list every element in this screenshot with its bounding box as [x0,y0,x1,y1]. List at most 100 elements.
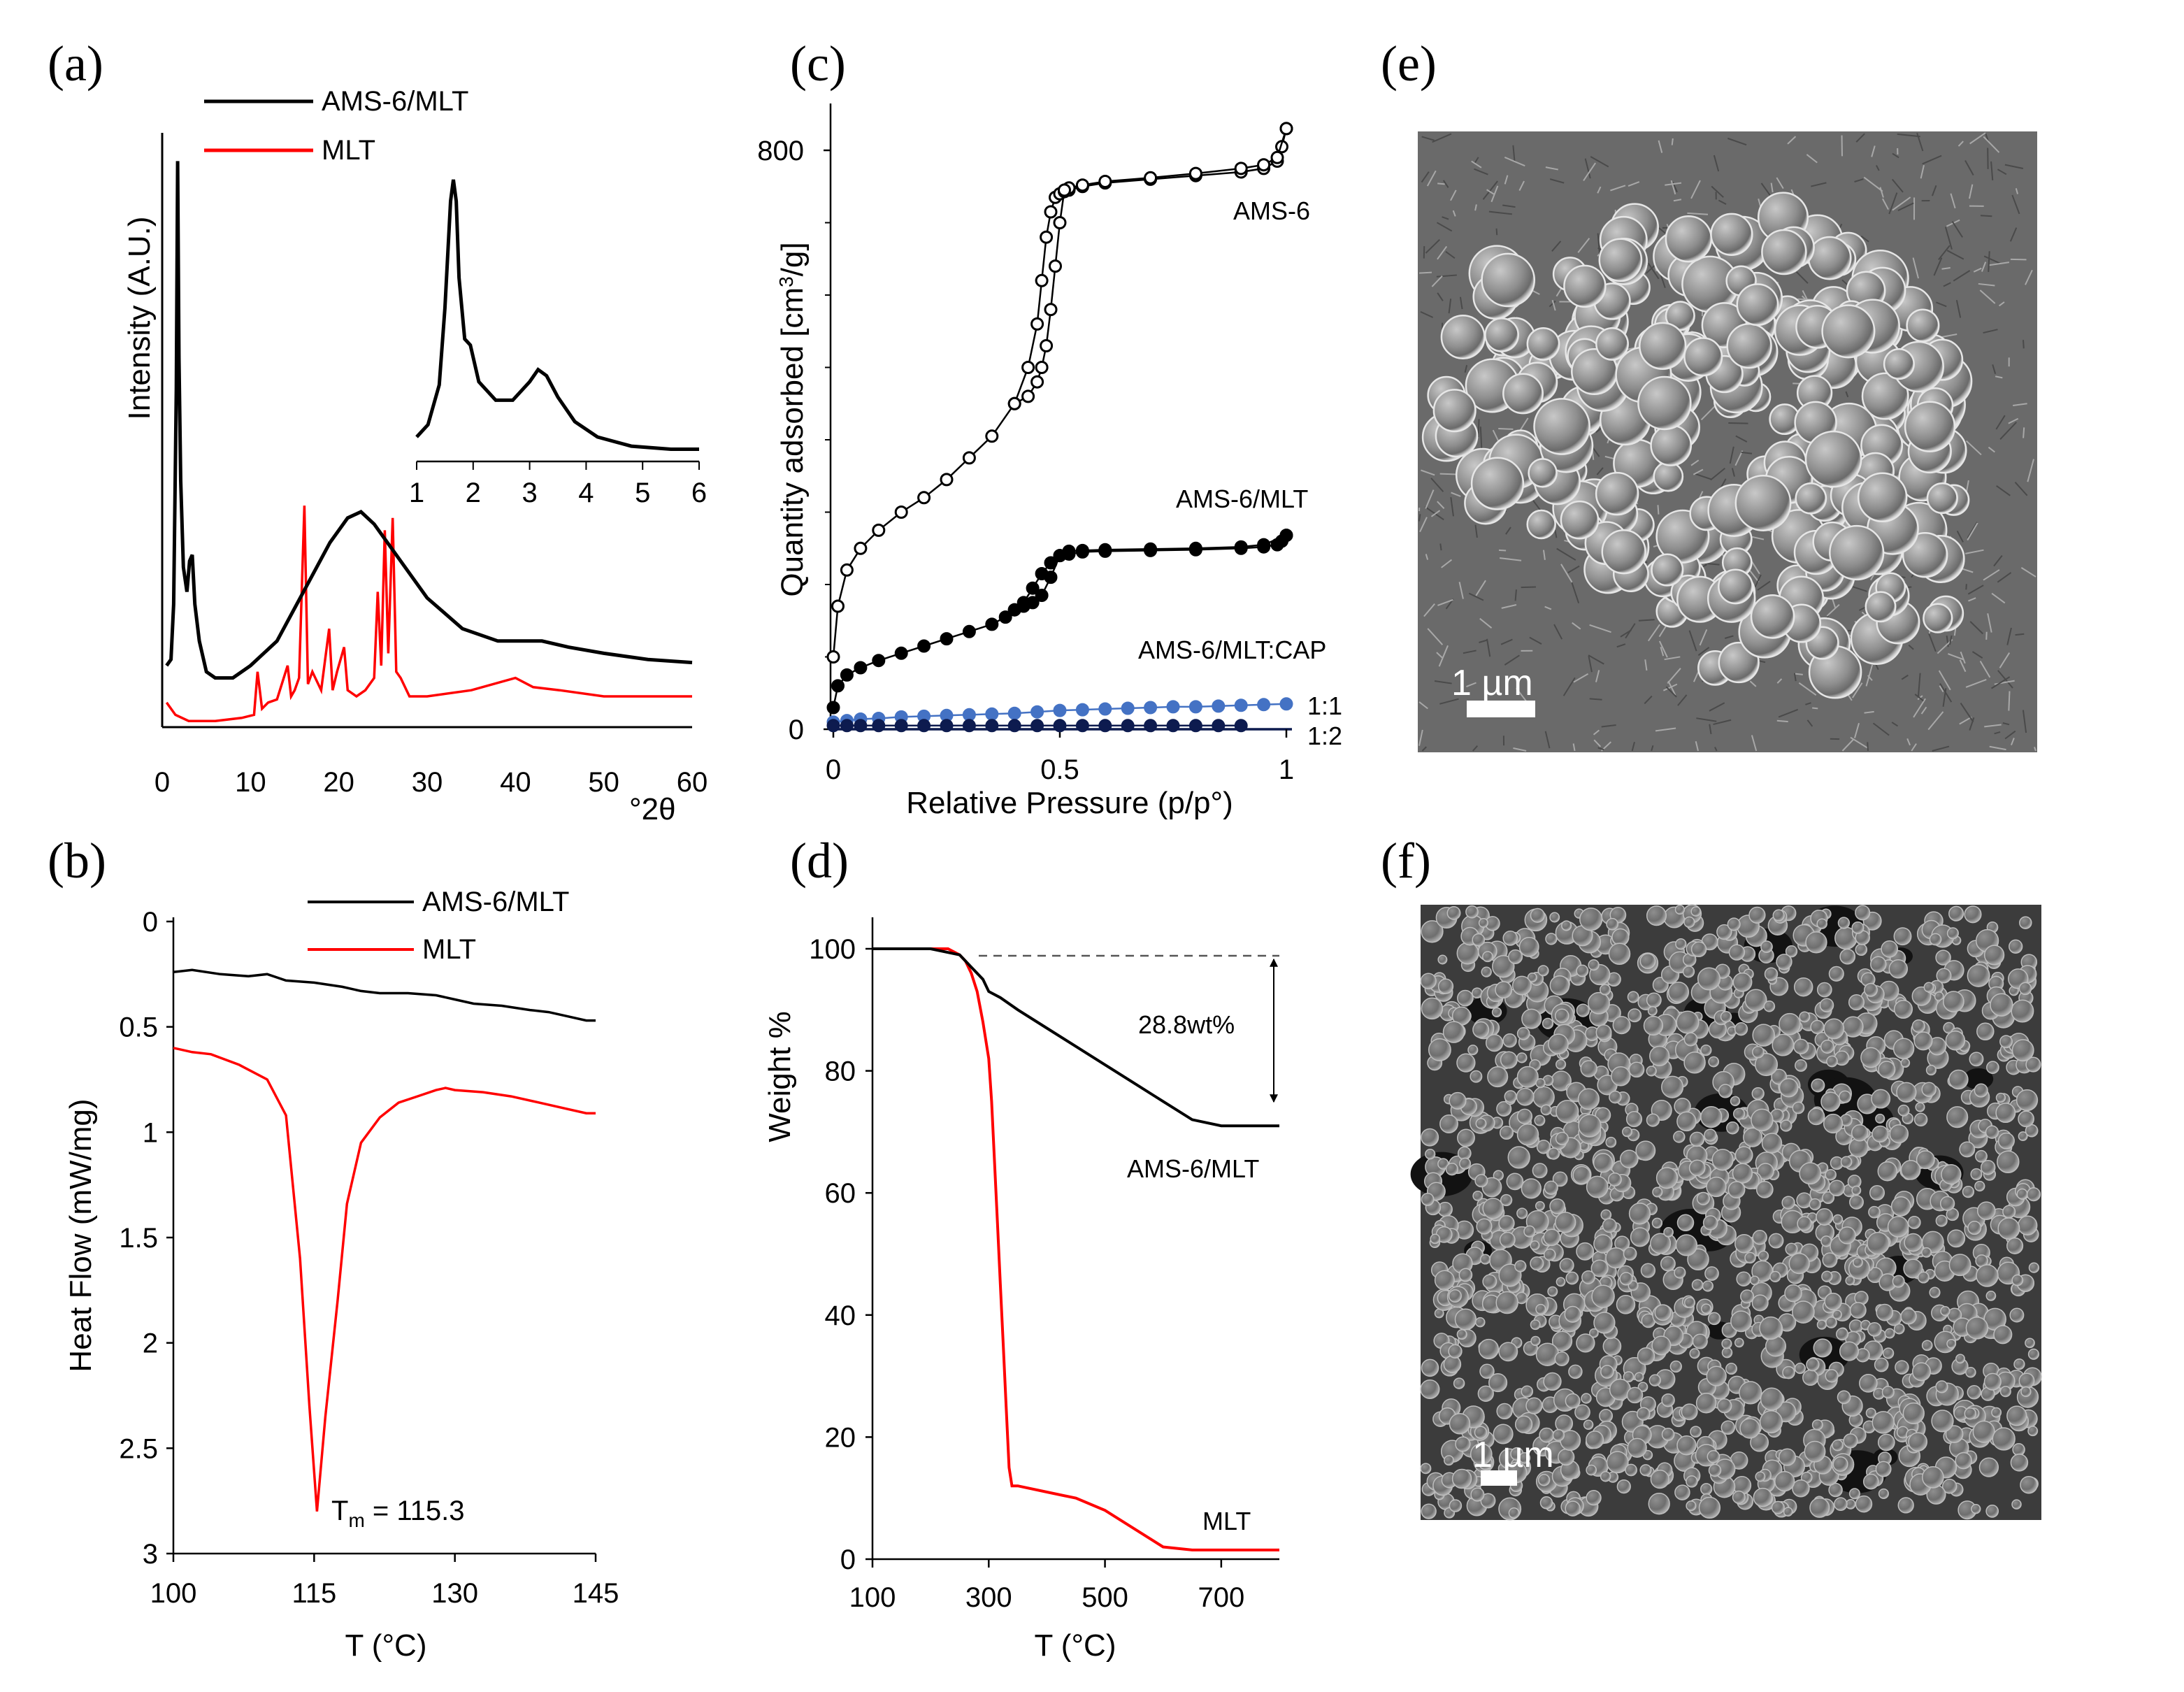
sem-f-particle [1734,1233,1754,1254]
sem-f-particle [1816,982,1832,998]
sem-e-grain [1551,299,1556,311]
sem-f-particle [1654,1304,1672,1321]
sem-f-particle [1752,1024,1775,1047]
a-inset-tick-label: 6 [691,478,707,508]
sem-e-grain [1995,375,2003,379]
sem-f-particle [2016,1188,2028,1200]
sem-f-particle [1521,1008,1542,1029]
sem-f-particle [1599,984,1611,996]
sem-e-grain [2014,482,2028,496]
sem-f-particle [1761,1133,1783,1154]
c-data-point [872,523,886,537]
sem-f-particle [1534,1114,1546,1126]
sem-f-particle [1816,1319,1827,1330]
sem-f-particle [1865,1407,1876,1419]
sem-f-particle [1434,1270,1455,1291]
a-xtick-label: 40 [500,767,531,798]
sem-f-particle [1837,917,1851,929]
sem-f-particle [1828,1482,1843,1498]
a-xtick-label: 0 [155,767,170,798]
sem-f-particle [1845,1275,1855,1286]
sem-e-particle [1926,482,1958,515]
c-data-point [917,719,931,733]
sem-f-particle [1853,1257,1863,1268]
sem-f-particle [1495,981,1513,999]
sem-f-particle [1851,921,1865,934]
c-label-cap: AMS-6/MLT:CAP [1138,636,1326,664]
sem-f-particle [1540,1104,1552,1116]
c-data-point [917,491,931,505]
sem-e-grain [1933,257,1943,276]
c-data-point [1279,529,1293,543]
sem-f-particle [1785,1242,1798,1256]
sem-f-particle [1897,1104,1910,1117]
sem-f-particle [1727,917,1741,931]
b-ticks: 0 0.5 1 1.5 2 2.5 3 100 115 130 145 [119,907,619,1609]
sem-f-particle [1868,1205,1881,1219]
d-ytick-label: 80 [825,1056,856,1087]
sem-f-particle [1458,1268,1473,1282]
c-data-point [1212,699,1226,713]
sem-f-particle [1549,1198,1565,1214]
sem-f-particle [1768,1233,1784,1249]
sem-f-particle [1623,1371,1635,1383]
sem-f-particle [1535,1303,1546,1315]
c-data-point [1030,719,1044,733]
sem-f-particle [1663,1227,1674,1238]
sem-f-particle [1673,1131,1686,1143]
sem-f-particle [1935,1214,1948,1227]
sem-f-particle [1498,1214,1515,1232]
sem-e-grain [1593,729,1600,736]
c-data-point [1257,158,1271,172]
c-data-point [1030,317,1044,331]
c-data-point [1053,703,1067,717]
sem-f-particle [1903,1259,1923,1279]
sem-f-particle [1702,1215,1718,1231]
sem-e-grain [1988,261,2010,266]
sem-f-particle [1995,1092,2006,1103]
sem-e-grain [1664,656,1681,661]
c-data-point [1044,303,1058,317]
sem-e-grain [1968,597,1976,602]
sem-e-grain [1938,245,1950,261]
c-data-point [1188,166,1202,180]
c-data-point [1075,719,1089,733]
sem-f-particle [1651,1335,1672,1356]
sem-f-particle [1997,1217,2020,1240]
sem-e-grain [1459,296,1463,310]
sem-e-grain [1562,677,1576,696]
sem-f-particle [1728,944,1746,961]
sem-f-particle [1708,1463,1722,1477]
sem-f-particle [1772,909,1785,922]
sem-e-grain [1437,292,1444,301]
sem-f-particle [2006,1405,2027,1426]
sem-e-grain [1853,722,1860,738]
sem-f-particle [1457,989,1474,1007]
sem-f-particle [1647,1005,1658,1016]
sem-f-particle [1498,1342,1518,1362]
sem-f-particle [1605,1247,1627,1269]
sem-e-grain [1778,708,1799,718]
sem-f-particle [1502,931,1518,946]
sem-e-grain [1711,185,1724,198]
sem-f-particle [1753,1487,1773,1507]
sem-e-grain [1920,706,1927,715]
sem-e-grain [1984,724,2002,728]
sem-f-particle [1649,1045,1670,1067]
sem-f-particle [1634,1372,1644,1382]
sem-e-grain [1458,582,1464,599]
sem-f-particle [1502,1033,1517,1048]
sem-f-particle [1727,1181,1746,1199]
sem-e-grain [1920,164,1925,179]
sem-f-particle [1690,1426,1702,1438]
sem-f-particle [1939,1196,1955,1212]
sem-e-grain [1983,255,2001,264]
sem-f-particle [1780,1119,1793,1132]
sem-f-particle [1869,1184,1885,1201]
sem-e-particle [1470,457,1525,510]
sem-e-grain [1596,467,1604,475]
sem-f-particle [1839,1341,1860,1361]
sem-e-scale-bar [1467,701,1535,717]
sem-f-particle [1532,1086,1555,1108]
sem-e-grain [1964,549,1984,554]
